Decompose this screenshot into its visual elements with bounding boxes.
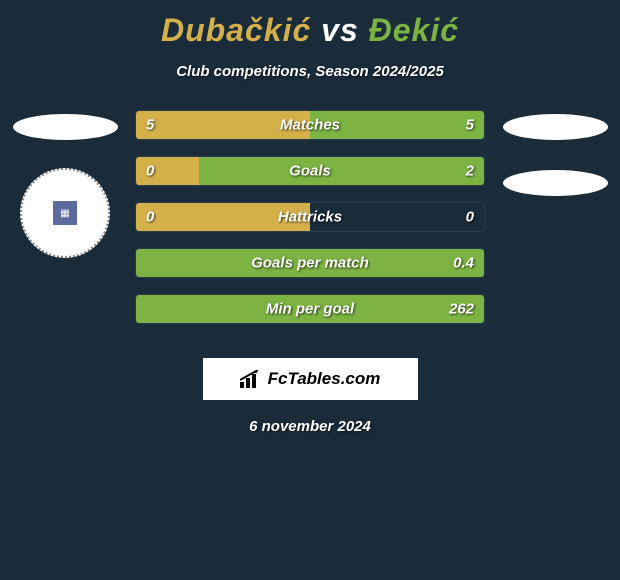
subtitle: Club competitions, Season 2024/2025: [0, 63, 620, 80]
right-badge-ellipse-2: [503, 170, 608, 196]
stats-bars-column: 5 Matches 5 0 Goals 2 0 Hattricks 0 Goals per mat…: [125, 110, 495, 340]
stat-value-right: 2: [466, 163, 474, 180]
stat-label: Hattricks: [278, 209, 342, 226]
stat-row: 5 Matches 5: [135, 110, 485, 140]
left-badges-column: ▦: [5, 110, 125, 340]
stat-value-left: 0: [146, 209, 154, 226]
stat-value-right: 0.4: [453, 255, 474, 272]
stat-value-left: 5: [146, 117, 154, 134]
stat-row: Min per goal 262: [135, 294, 485, 324]
stat-row: 0 Goals 2: [135, 156, 485, 186]
main-area: ▦ 5 Matches 5 0 Goals 2 0 Hattricks 0 Goals per m…: [0, 110, 620, 340]
brand-logo[interactable]: FcTables.com: [203, 358, 418, 400]
player2-name: Đekić: [369, 12, 459, 48]
brand-text: FcTables.com: [268, 369, 381, 389]
stat-value-right: 5: [466, 117, 474, 134]
badge-placeholder-icon: ▦: [53, 201, 77, 225]
footer-date: 6 november 2024: [0, 418, 620, 435]
comparison-title: Dubačkić vs Đekić: [0, 0, 620, 49]
stat-value-right: 262: [449, 301, 474, 318]
stat-label: Goals: [289, 163, 331, 180]
left-badge-ellipse: [13, 114, 118, 140]
stat-value-right: 0: [466, 209, 474, 226]
vs-text: vs: [321, 12, 359, 48]
chart-icon: [240, 370, 262, 388]
stat-row: Goals per match 0.4: [135, 248, 485, 278]
right-badges-column: [495, 110, 615, 340]
stat-label: Matches: [280, 117, 340, 134]
player1-name: Dubačkić: [161, 12, 311, 48]
stat-label: Goals per match: [251, 255, 369, 272]
stat-label: Min per goal: [266, 301, 354, 318]
right-badge-ellipse-1: [503, 114, 608, 140]
stat-row: 0 Hattricks 0: [135, 202, 485, 232]
stat-value-left: 0: [146, 163, 154, 180]
bar-fill-right: [199, 157, 484, 185]
left-badge-circle: ▦: [20, 168, 110, 258]
